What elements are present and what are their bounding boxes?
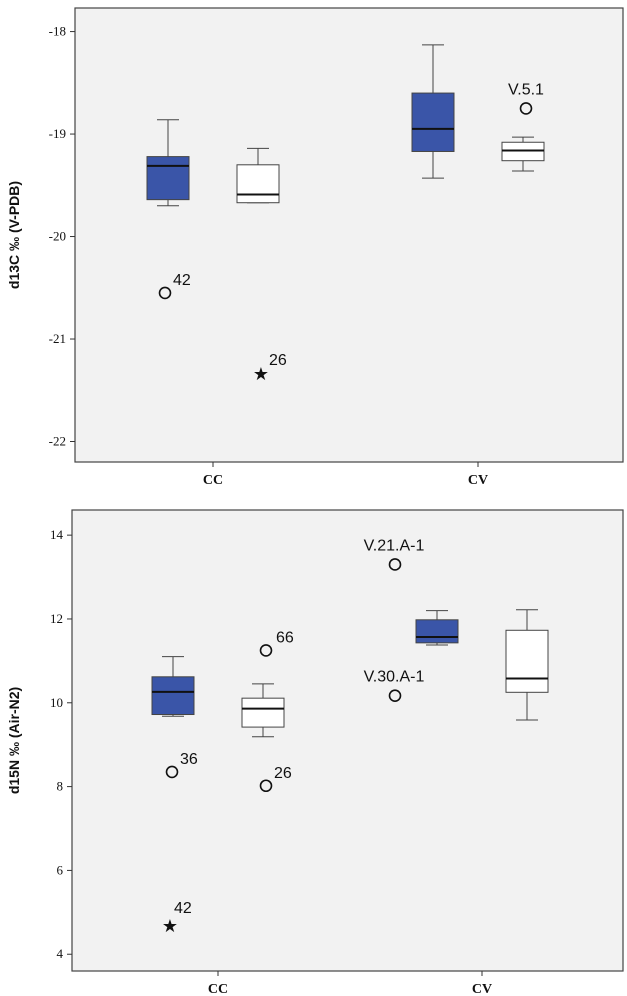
y-tick-label: 4 bbox=[57, 946, 64, 961]
outlier-label: V.21.A-1 bbox=[364, 537, 425, 554]
outlier-label: 26 bbox=[269, 352, 287, 369]
y-tick-label: -20 bbox=[49, 229, 66, 244]
y-tick-label: -18 bbox=[49, 24, 66, 39]
outlier-label: 42 bbox=[174, 900, 192, 917]
outlier-label: 26 bbox=[274, 765, 292, 782]
plot-area bbox=[74, 7, 624, 463]
outlier-marker bbox=[519, 102, 533, 115]
y-tick-label: -22 bbox=[49, 434, 66, 449]
box-empty-cc: 66 26 bbox=[241, 629, 294, 793]
plot-area bbox=[71, 509, 624, 972]
box-empty-cc: ★26 bbox=[236, 147, 287, 385]
outlier-marker bbox=[388, 558, 402, 571]
x-tick-label: CV bbox=[468, 473, 488, 488]
box-filled-cv bbox=[411, 44, 455, 179]
extreme-outlier-marker: ★ bbox=[162, 916, 178, 937]
outlier-marker bbox=[259, 779, 273, 793]
iqr-box bbox=[241, 697, 285, 728]
y-tick-label: -19 bbox=[49, 126, 66, 141]
outlier-marker bbox=[165, 765, 179, 779]
iqr-box bbox=[146, 156, 190, 201]
outlier-label: V.5.1 bbox=[508, 81, 544, 98]
y-tick-label: 10 bbox=[50, 695, 63, 710]
iqr-box bbox=[236, 164, 280, 204]
y-tick-label: 8 bbox=[57, 779, 64, 794]
box-filled-cc: 36 ★42 bbox=[151, 656, 198, 937]
outlier-label: V.30.A-1 bbox=[364, 669, 425, 686]
outlier-label: 36 bbox=[180, 751, 198, 768]
iqr-box bbox=[151, 676, 195, 716]
iqr-box bbox=[415, 619, 459, 644]
extreme-outlier-marker: ★ bbox=[253, 364, 269, 385]
iqr-box bbox=[411, 92, 455, 152]
y-tick-label: -21 bbox=[49, 331, 66, 346]
box-empty-cv bbox=[505, 609, 549, 721]
outlier-label: 66 bbox=[276, 629, 294, 646]
y-axis-title: d13C ‰ (V-PDB) bbox=[6, 181, 22, 289]
box-empty-cv: V.5.1 bbox=[501, 81, 545, 172]
x-tick-label: CV bbox=[472, 982, 492, 996]
x-tick-label: CC bbox=[203, 473, 223, 488]
box-filled-cv: V.21.A-1 V.30.A-1 bbox=[364, 537, 459, 702]
outlier-marker bbox=[388, 689, 402, 702]
d13c-boxplot-panel: -22 -21 -20 -19 -18 d13C ‰ (V-PDB) CC CV 42 ★26 V.… bbox=[6, 7, 624, 488]
y-tick-label: 14 bbox=[50, 527, 64, 542]
y-tick-label: 12 bbox=[50, 611, 63, 626]
y-axis-title: d15N ‰ (Air-N2) bbox=[6, 687, 22, 794]
x-tick-label: CC bbox=[208, 982, 228, 996]
outlier-marker bbox=[158, 286, 172, 300]
box-filled-cc: 42 bbox=[146, 119, 191, 300]
outlier-marker bbox=[259, 644, 273, 657]
outlier-label: 42 bbox=[173, 272, 191, 289]
iqr-box bbox=[501, 141, 545, 162]
y-tick-label: 6 bbox=[57, 862, 64, 877]
d15n-boxplot-panel: 4 6 8 10 12 14 d15N ‰ (Air-N2) CC CV 36 ★42 V.21.A-… bbox=[6, 509, 624, 996]
iqr-box bbox=[505, 629, 549, 693]
